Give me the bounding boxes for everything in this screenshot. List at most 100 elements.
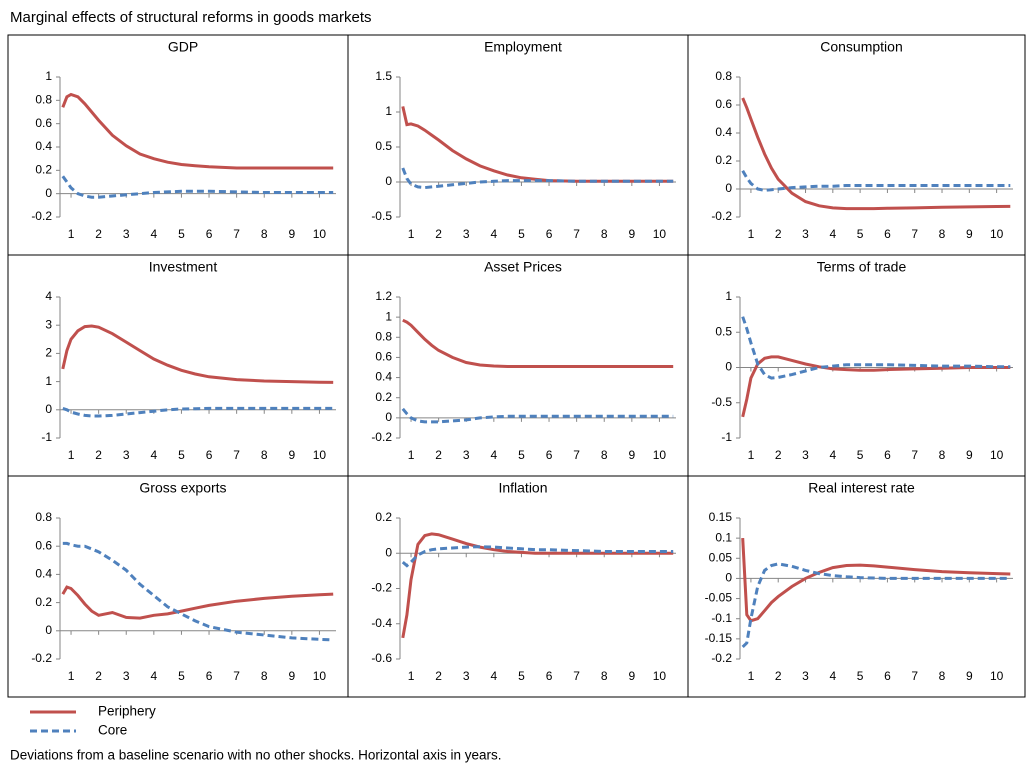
figure-title: Marginal effects of structural reforms i…	[10, 9, 372, 26]
y-tick-label: 1.2	[375, 289, 392, 303]
panel: Gross exports -0.2 0 0.2 0.4 0.6 0.8 1 2 3 4 5 6 7 8 9 1…	[31, 480, 336, 683]
series-line	[741, 538, 1011, 623]
x-tick-label: 5	[857, 448, 864, 462]
x-tick-label: 5	[178, 448, 185, 462]
x-tick-label: 6	[546, 669, 553, 683]
y-tick-label: -1	[41, 430, 52, 444]
x-tick-label: 3	[123, 448, 130, 462]
x-tick-label: 8	[261, 669, 268, 683]
y-tick-label: 0.8	[715, 69, 732, 83]
x-tick-label: 6	[206, 669, 213, 683]
x-tick-label: 1	[748, 227, 755, 241]
x-tick-label: 6	[546, 448, 553, 462]
x-tick-label: 3	[802, 227, 809, 241]
x-tick-label: 1	[408, 227, 415, 241]
series-line	[61, 175, 334, 199]
x-tick-label: 9	[288, 227, 295, 241]
x-tick-label: 4	[829, 669, 836, 683]
y-tick-label: -0.2	[31, 651, 52, 665]
y-tick-label: 0	[725, 571, 732, 585]
x-tick-label: 6	[546, 227, 553, 241]
panel: Terms of trade -1 -0.5 0 0.5 1 1 2 3 4 5 6 7 8 9 10	[711, 259, 1013, 462]
y-tick-label: 2	[45, 346, 52, 360]
x-tick-label: 8	[939, 669, 946, 683]
y-tick-label: 0.2	[375, 390, 392, 404]
panel-title: Terms of trade	[817, 259, 907, 275]
x-tick-label: 1	[68, 669, 75, 683]
y-tick-label: 0	[45, 402, 52, 416]
panel-title: Employment	[484, 39, 562, 55]
y-tick-label: 0.1	[715, 530, 732, 544]
x-tick-label: 8	[601, 448, 608, 462]
x-tick-label: 10	[313, 227, 327, 241]
x-tick-label: 3	[463, 669, 470, 683]
x-tick-label: 2	[435, 227, 442, 241]
y-tick-label: -0.05	[705, 591, 733, 605]
y-tick-label: -0.4	[371, 616, 392, 630]
x-tick-label: 2	[435, 669, 442, 683]
y-tick-label: -0.2	[711, 651, 732, 665]
x-tick-label: 3	[463, 227, 470, 241]
y-tick-label: 0.2	[715, 153, 732, 167]
x-tick-label: 10	[653, 227, 667, 241]
y-tick-label: 0	[725, 360, 732, 374]
x-tick-label: 9	[966, 448, 973, 462]
y-tick-label: 0.6	[715, 97, 732, 111]
series-line	[741, 562, 1011, 648]
x-tick-label: 9	[628, 227, 635, 241]
panel-title: Gross exports	[139, 480, 226, 496]
panel: GDP -0.2 0 0.2 0.4 0.6 0.8 1 1 2 3 4 5 6 7 8 9 10	[31, 39, 336, 241]
y-tick-label: 0	[385, 545, 392, 559]
x-tick-label: 10	[990, 669, 1004, 683]
x-tick-label: 9	[966, 669, 973, 683]
y-tick-label: 0	[45, 623, 52, 637]
x-tick-label: 5	[518, 448, 525, 462]
y-tick-label: 0.05	[709, 550, 733, 564]
x-tick-label: 7	[911, 669, 918, 683]
x-tick-label: 5	[178, 669, 185, 683]
y-tick-label: 0.2	[35, 595, 52, 609]
series-line	[61, 92, 334, 170]
series-line	[741, 316, 1011, 380]
series-line	[61, 324, 334, 384]
panel: Asset Prices -0.2 0 0.2 0.4 0.6 0.8 1 1.2 1 2 3 4 5 6 7…	[371, 259, 676, 462]
x-tick-label: 4	[829, 227, 836, 241]
y-tick-label: -0.1	[711, 611, 732, 625]
x-tick-label: 5	[857, 227, 864, 241]
y-tick-label: 1	[45, 374, 52, 388]
x-tick-label: 3	[802, 669, 809, 683]
y-tick-label: -0.2	[371, 581, 392, 595]
y-tick-label: 0.6	[35, 538, 52, 552]
x-tick-label: 2	[775, 448, 782, 462]
x-tick-label: 4	[490, 448, 497, 462]
series-line	[402, 318, 674, 368]
panel-title: Consumption	[820, 39, 903, 55]
x-tick-label: 2	[95, 448, 102, 462]
y-tick-label: -0.2	[371, 430, 392, 444]
x-tick-label: 2	[435, 448, 442, 462]
series-line	[401, 407, 674, 424]
y-tick-label: 0.2	[35, 163, 52, 177]
x-tick-label: 7	[911, 448, 918, 462]
y-tick-label: 0.4	[375, 370, 392, 384]
panel: Inflation -0.6 -0.4 -0.2 0 0.2 1 2 3 4 5 6 7 8 9 10	[371, 480, 676, 683]
y-tick-label: 0	[45, 186, 52, 200]
figure-border	[7, 34, 1026, 698]
series-line	[61, 585, 334, 620]
x-tick-label: 1	[748, 669, 755, 683]
x-tick-label: 5	[178, 227, 185, 241]
x-tick-label: 9	[288, 448, 295, 462]
x-tick-label: 5	[518, 227, 525, 241]
x-tick-label: 2	[775, 669, 782, 683]
x-tick-label: 8	[939, 227, 946, 241]
y-tick-label: 0.5	[375, 139, 392, 153]
panel-title: Investment	[149, 259, 218, 275]
legend-label: Periphery	[98, 704, 156, 719]
series-line	[741, 97, 1011, 211]
series-line	[62, 406, 334, 418]
y-tick-label: 0.4	[715, 125, 732, 139]
x-tick-label: 2	[775, 227, 782, 241]
x-tick-label: 9	[966, 227, 973, 241]
x-tick-label: 1	[68, 448, 75, 462]
